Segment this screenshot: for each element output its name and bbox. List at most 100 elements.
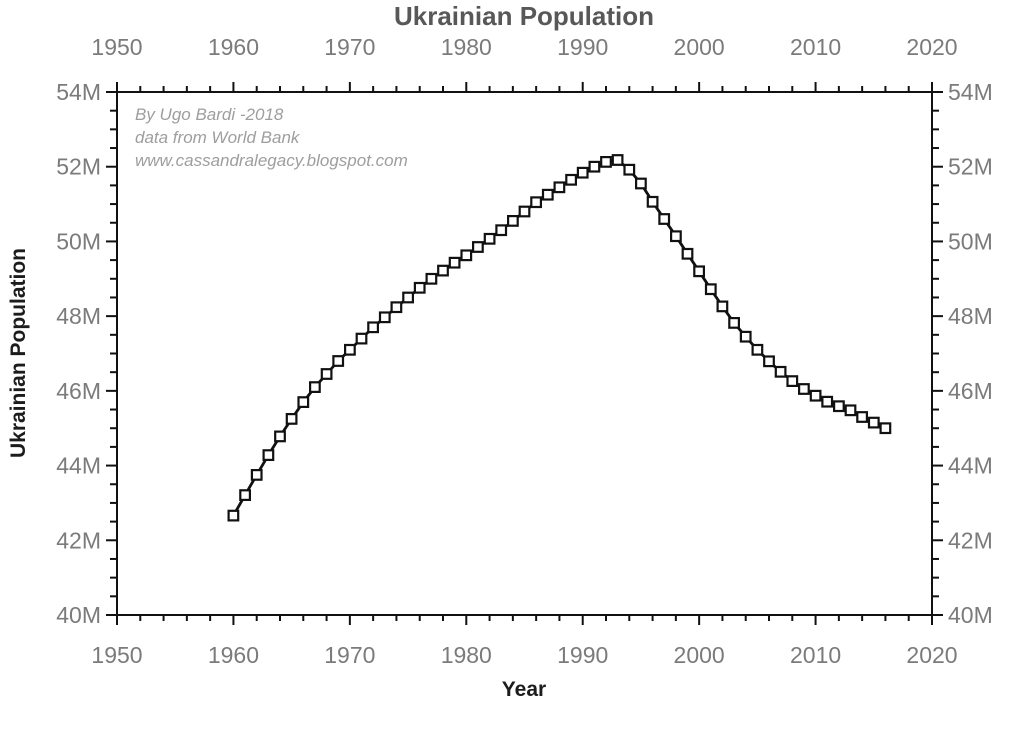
data-point-marker bbox=[413, 281, 426, 294]
data-point-marker bbox=[565, 173, 577, 186]
data-point-marker bbox=[448, 256, 461, 269]
data-point-marker bbox=[797, 383, 810, 395]
y-tick-label-right: 42M bbox=[948, 527, 993, 553]
data-point-marker bbox=[507, 215, 519, 227]
y-tick-label-left: 48M bbox=[56, 303, 101, 329]
x-tick-label-bottom: 1960 bbox=[208, 642, 259, 668]
x-tick-label-bottom: 1970 bbox=[324, 642, 375, 668]
data-point-marker bbox=[460, 249, 473, 262]
y-tick-label-right: 52M bbox=[948, 154, 993, 180]
data-point-marker bbox=[472, 241, 484, 253]
data-point-marker bbox=[437, 264, 449, 277]
data-point-marker bbox=[832, 400, 845, 413]
x-tick-label-top: 1970 bbox=[324, 34, 375, 60]
x-tick-label-top: 1980 bbox=[441, 34, 492, 60]
data-point-marker bbox=[227, 509, 240, 522]
axes-and-ticks: 1950 1950 1960 1960 1970 1970 1980 1980 1990 1990… bbox=[56, 34, 993, 668]
data-point-marker bbox=[285, 413, 298, 425]
x-tick-label-bottom: 2010 bbox=[790, 642, 841, 668]
data-point-marker bbox=[530, 196, 542, 209]
data-series bbox=[227, 154, 892, 522]
x-tick-label-top: 1960 bbox=[208, 34, 259, 60]
x-tick-label-top: 1990 bbox=[557, 34, 608, 60]
data-point-marker bbox=[611, 154, 624, 166]
x-tick-label-top: 2000 bbox=[674, 34, 725, 60]
data-point-marker bbox=[518, 205, 531, 218]
data-point-marker bbox=[309, 381, 321, 393]
data-point-marker bbox=[588, 160, 601, 173]
x-tick-label-bottom: 1950 bbox=[91, 642, 142, 668]
plot-frame bbox=[116, 91, 933, 616]
data-point-marker bbox=[774, 365, 787, 378]
data-point-marker bbox=[728, 317, 740, 329]
y-tick-label-right: 50M bbox=[948, 228, 993, 254]
data-point-marker bbox=[274, 430, 286, 443]
data-point-marker bbox=[483, 232, 496, 245]
x-tick-label-bottom: 1990 bbox=[557, 642, 608, 668]
data-point-marker bbox=[367, 321, 379, 334]
annotation-author: By Ugo Bardi -2018 bbox=[135, 105, 284, 124]
data-point-marker bbox=[704, 283, 717, 296]
annotation-url: www.cassandralegacy.blogspot.com bbox=[135, 151, 408, 170]
data-point-marker bbox=[576, 166, 589, 179]
y-axis-title: Ukrainian Population bbox=[7, 248, 30, 458]
data-point-marker bbox=[402, 291, 414, 304]
data-point-marker bbox=[344, 343, 356, 356]
y-tick-label-right: 54M bbox=[948, 79, 993, 105]
x-tick-label-top: 1950 bbox=[91, 34, 142, 60]
y-tick-label-right: 40M bbox=[948, 602, 993, 628]
data-point-marker bbox=[693, 265, 705, 278]
data-point-marker bbox=[600, 156, 612, 168]
data-point-marker bbox=[716, 300, 729, 313]
data-point-marker bbox=[239, 489, 252, 501]
population-line bbox=[232, 158, 887, 517]
data-point-marker bbox=[669, 230, 682, 243]
data-point-marker bbox=[809, 389, 822, 402]
data-point-marker bbox=[763, 355, 775, 368]
data-point-marker bbox=[786, 375, 799, 387]
data-point-marker bbox=[634, 177, 647, 190]
data-point-marker bbox=[320, 368, 333, 380]
data-point-marker bbox=[378, 311, 391, 324]
y-tick-label-right: 46M bbox=[948, 378, 993, 404]
data-point-marker bbox=[553, 181, 566, 194]
data-point-marker bbox=[739, 330, 752, 343]
data-point-marker bbox=[658, 213, 671, 225]
data-point-marker bbox=[297, 396, 310, 408]
data-point-marker bbox=[646, 195, 659, 208]
y-tick-label-left: 46M bbox=[56, 378, 101, 404]
data-point-marker bbox=[844, 404, 857, 417]
data-point-marker bbox=[681, 247, 694, 260]
y-tick-label-left: 44M bbox=[56, 453, 101, 479]
x-tick-label-top: 2020 bbox=[906, 34, 957, 60]
x-axis-title: Year bbox=[502, 678, 546, 701]
data-point-marker bbox=[856, 411, 868, 423]
data-point-marker bbox=[390, 301, 403, 314]
data-point-marker bbox=[425, 272, 438, 285]
data-point-marker bbox=[332, 355, 345, 367]
data-point-marker bbox=[262, 449, 275, 461]
data-point-marker bbox=[495, 224, 508, 237]
chart-title: Ukrainian Population bbox=[394, 1, 654, 31]
y-tick-label-left: 54M bbox=[56, 79, 101, 105]
data-point-marker bbox=[623, 163, 636, 176]
data-point-marker bbox=[541, 188, 554, 201]
y-tick-label-left: 40M bbox=[56, 602, 101, 628]
x-tick-label-bottom: 2020 bbox=[906, 642, 957, 668]
data-point-marker bbox=[879, 422, 892, 435]
data-point-marker bbox=[250, 469, 263, 481]
y-tick-label-left: 50M bbox=[56, 228, 101, 254]
data-point-marker bbox=[751, 343, 764, 356]
data-point-marker bbox=[355, 332, 368, 345]
x-tick-label-top: 2010 bbox=[790, 34, 841, 60]
y-tick-label-left: 52M bbox=[56, 154, 101, 180]
y-tick-label-right: 48M bbox=[948, 303, 993, 329]
y-tick-label-left: 42M bbox=[56, 527, 101, 553]
data-point-marker bbox=[821, 395, 834, 408]
annotation-source: data from World Bank bbox=[135, 128, 301, 147]
x-tick-label-bottom: 1980 bbox=[441, 642, 492, 668]
data-point-marker bbox=[867, 416, 880, 429]
x-tick-label-bottom: 2000 bbox=[674, 642, 725, 668]
